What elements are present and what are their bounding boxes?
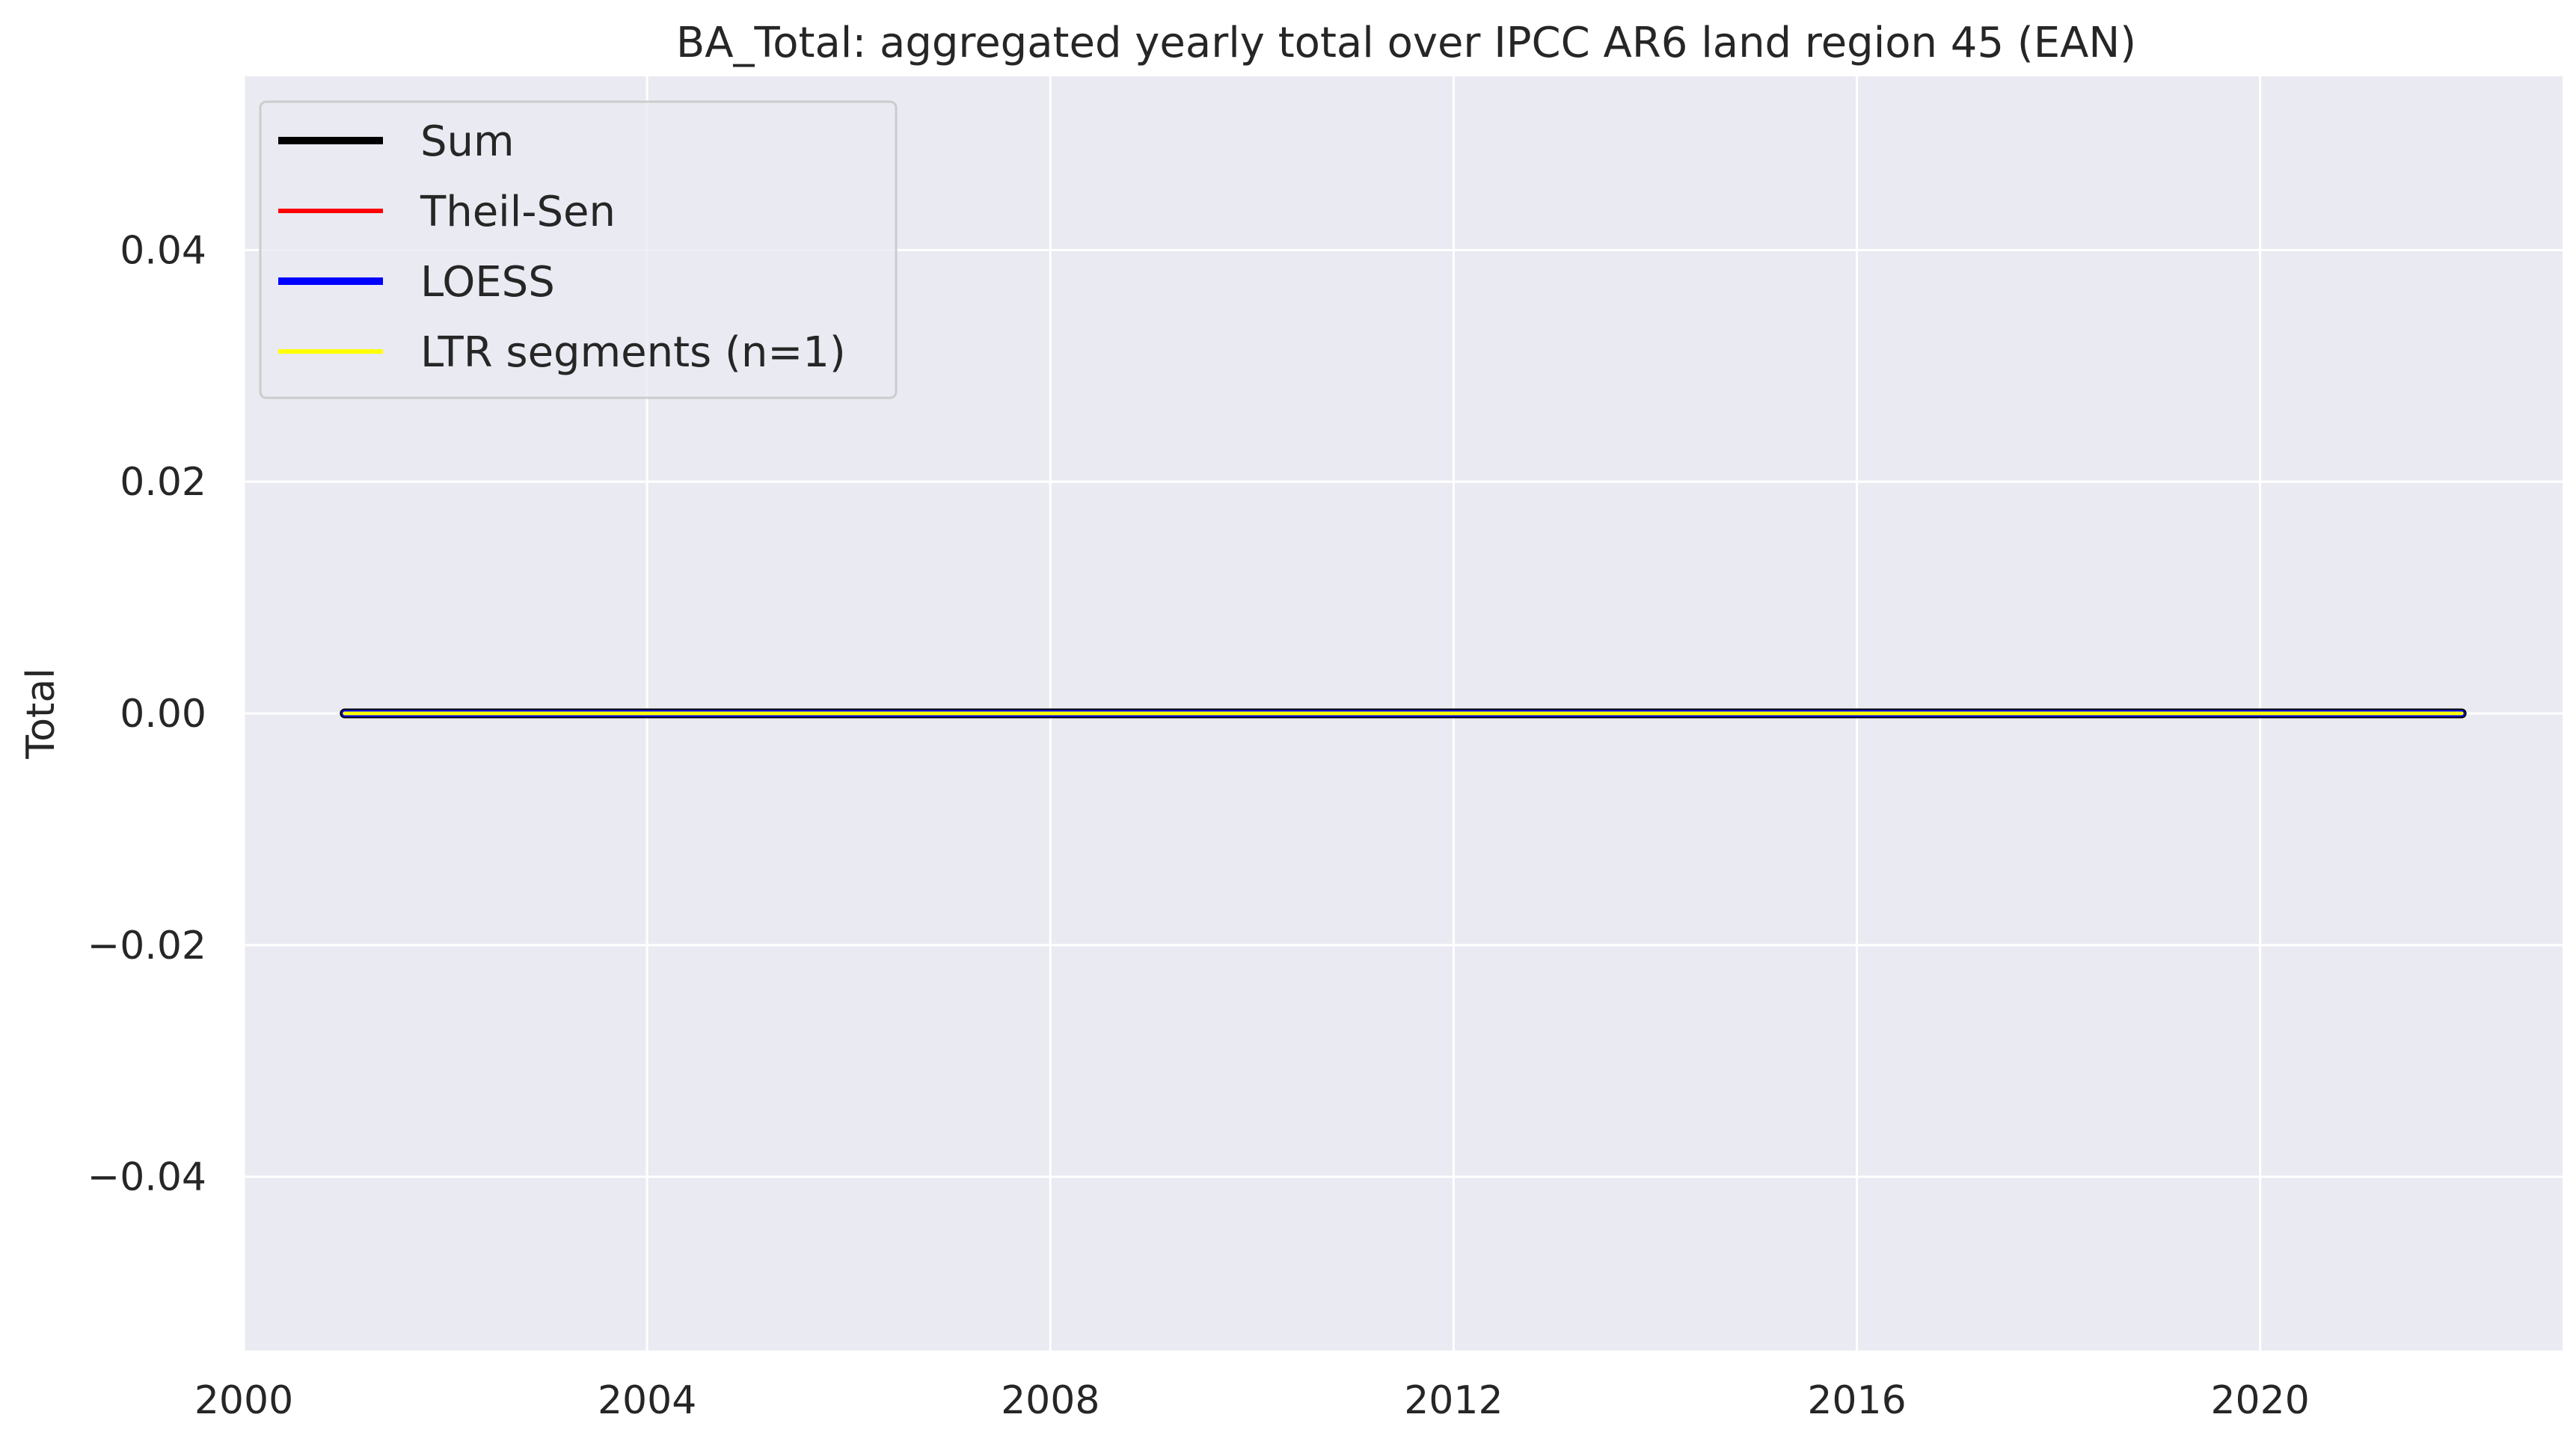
y-tick-label: 0.04 — [120, 228, 206, 273]
y-tick-label: 0.02 — [120, 460, 206, 505]
legend: Sum Theil-Sen LOESS LTR segments (n=1) — [259, 100, 898, 399]
x-tick-label: 2004 — [598, 1378, 696, 1423]
x-tick-label: 2008 — [1001, 1378, 1100, 1423]
y-tick-label: −0.02 — [88, 924, 206, 968]
legend-box — [259, 100, 898, 399]
y-axis-label: Total — [19, 668, 64, 759]
legend-label: LOESS — [420, 258, 555, 307]
x-tick-label: 2020 — [2210, 1378, 2309, 1423]
legend-label: Theil-Sen — [420, 188, 616, 236]
y-tick-label: 0.00 — [120, 692, 206, 737]
x-tick-label: 2016 — [1807, 1378, 1906, 1423]
y-tick-label: −0.04 — [88, 1155, 206, 1200]
legend-label: LTR segments (n=1) — [420, 328, 846, 377]
x-tick-label: 2012 — [1404, 1378, 1503, 1423]
y-tick-labels: 0.04 0.02 0.00 −0.02 −0.04 — [88, 228, 206, 1199]
x-tick-labels: 2000 2004 2008 2012 2016 2020 — [194, 1378, 2310, 1423]
chart-title: BA_Total: aggregated yearly total over I… — [676, 19, 2136, 67]
x-tick-label: 2000 — [194, 1378, 293, 1423]
legend-label: Sum — [420, 117, 515, 166]
